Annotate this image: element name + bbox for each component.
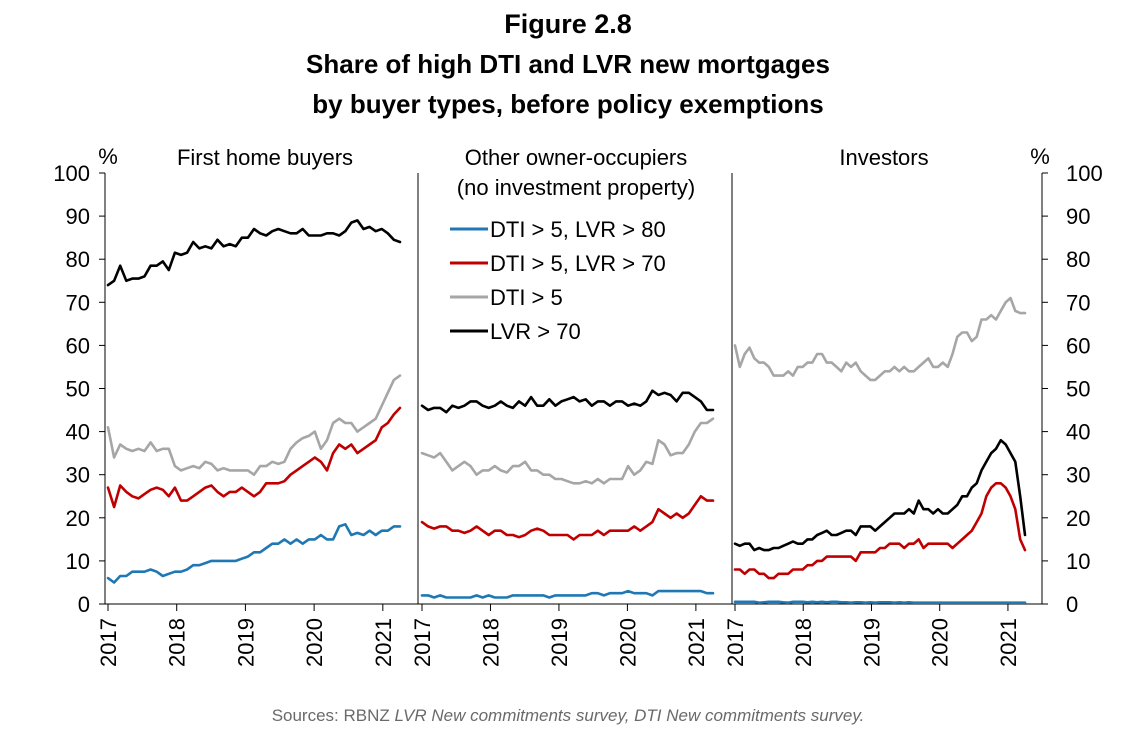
series-line-dti5: [733, 296, 1027, 382]
y-tick-label-right: 20: [1066, 506, 1090, 531]
x-tick-label: 2019: [233, 618, 258, 667]
x-tick-label: 2019: [547, 618, 572, 667]
y-tick-label-left: 0: [78, 592, 90, 617]
y-tick-label-left: 40: [66, 420, 90, 445]
x-tick-label: 2018: [478, 618, 503, 667]
y-tick-label-left: 50: [66, 377, 90, 402]
series-line-dti5_lvr80: [733, 600, 1027, 605]
legend-label-dti5_lvr80: DTI > 5, LVR > 80: [490, 217, 666, 242]
y-tick-label-left: 80: [66, 247, 90, 272]
series-line-dti5_lvr70: [733, 481, 1027, 580]
source-note: Sources: RBNZ LVR New commitments survey…: [0, 706, 1136, 726]
x-tick-label: 2017: [410, 618, 435, 667]
series-line-lvr70: [733, 438, 1027, 552]
y-tick-label-left: 100: [53, 161, 90, 186]
y-tick-label-right: 30: [1066, 463, 1090, 488]
x-tick-label: 2021: [996, 618, 1021, 667]
y-tick-label-left: 10: [66, 549, 90, 574]
y-tick-label-right: 0: [1066, 592, 1078, 617]
figure-number: Figure 2.8: [504, 9, 632, 39]
right-axis-unit: %: [1030, 144, 1050, 169]
x-tick-label: 2018: [791, 618, 816, 667]
y-tick-label-right: 50: [1066, 377, 1090, 402]
y-tick-label-left: 20: [66, 506, 90, 531]
legend-label-dti5_lvr70: DTI > 5, LVR > 70: [490, 251, 666, 276]
series-line-dti5: [420, 417, 715, 485]
series-line-lvr70: [106, 219, 402, 287]
series-line-dti5: [106, 374, 402, 477]
x-tick-label: 2017: [96, 618, 121, 667]
y-tick-label-right: 60: [1066, 333, 1090, 358]
y-tick-label-right: 90: [1066, 204, 1090, 229]
panel-title: (no investment property): [457, 175, 695, 200]
title-line-1: Share of high DTI and LVR new mortgages: [306, 49, 830, 79]
panel-title: First home buyers: [177, 145, 353, 170]
source-italic: LVR New commitments survey, DTI New comm…: [394, 706, 865, 725]
series-line-dti5_lvr80: [420, 589, 715, 599]
y-tick-label-left: 30: [66, 463, 90, 488]
y-tick-label-right: 10: [1066, 549, 1090, 574]
x-tick-label: 2020: [302, 618, 327, 667]
x-tick-label: 2019: [859, 618, 884, 667]
series-line-dti5_lvr70: [420, 494, 715, 541]
series-line-dti5_lvr70: [106, 406, 402, 509]
panel-title: Investors: [839, 145, 928, 170]
y-tick-label-left: 90: [66, 204, 90, 229]
y-tick-label-right: 70: [1066, 290, 1090, 315]
x-tick-label: 2018: [165, 618, 190, 667]
left-axis-unit: %: [98, 144, 118, 169]
y-tick-label-right: 100: [1066, 161, 1103, 186]
x-tick-label: 2020: [615, 618, 640, 667]
series-line-dti5_lvr80: [106, 522, 402, 584]
panel-title: Other owner-occupiers: [465, 145, 688, 170]
x-tick-label: 2020: [928, 618, 953, 667]
y-tick-label-right: 40: [1066, 420, 1090, 445]
legend-label-lvr70: LVR > 70: [490, 319, 581, 344]
title-line-2: by buyer types, before policy exemptions: [312, 89, 824, 119]
source-prefix: Sources: RBNZ: [271, 706, 395, 725]
x-tick-label: 2021: [371, 618, 396, 667]
x-tick-label: 2021: [684, 618, 709, 667]
y-tick-label-left: 60: [66, 333, 90, 358]
x-tick-label: 2017: [723, 618, 748, 667]
figure-title: Figure 2.8 Share of high DTI and LVR new…: [0, 4, 1136, 124]
legend-label-dti5: DTI > 5: [490, 285, 563, 310]
series-line-lvr70: [420, 389, 715, 414]
y-tick-label-left: 70: [66, 290, 90, 315]
y-tick-label-right: 80: [1066, 247, 1090, 272]
